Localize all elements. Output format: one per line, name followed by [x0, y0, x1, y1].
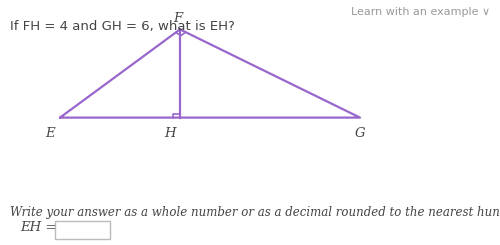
Text: EH =: EH = — [20, 221, 61, 234]
Text: H: H — [164, 127, 176, 140]
Text: E: E — [45, 127, 55, 140]
Text: G: G — [354, 127, 366, 140]
Text: F: F — [173, 12, 182, 24]
Text: If FH = 4 and GH = 6, what is EH?: If FH = 4 and GH = 6, what is EH? — [10, 20, 235, 33]
Text: Write your answer as a whole number or as a decimal rounded to the nearest hundr: Write your answer as a whole number or a… — [10, 206, 500, 219]
FancyBboxPatch shape — [55, 220, 110, 239]
Text: Learn with an example ∨: Learn with an example ∨ — [351, 7, 490, 17]
